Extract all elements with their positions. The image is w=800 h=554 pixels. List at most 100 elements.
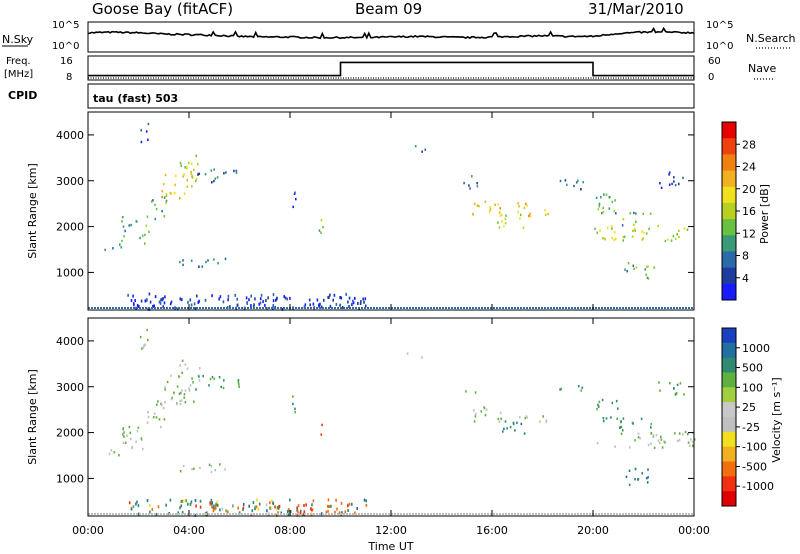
scatter-cell <box>292 402 294 406</box>
scatter-cell <box>169 191 171 195</box>
scatter-cell <box>112 247 114 250</box>
scatter-cell <box>299 511 302 515</box>
scatter-cell <box>204 298 207 302</box>
noise-sky-label: N.Sky <box>2 33 34 46</box>
colorbar-swatch <box>722 251 736 269</box>
scatter-cell <box>149 503 151 507</box>
scatter-cell <box>469 187 471 190</box>
scatter-cell <box>347 509 349 512</box>
scatter-cell <box>602 237 604 240</box>
scatter-cell <box>182 464 185 468</box>
scatter-cell <box>156 403 158 406</box>
scatter-cell <box>634 478 636 481</box>
nave-tick-top: 60 <box>708 56 721 67</box>
scatter-cell <box>196 177 198 181</box>
scatter-cell <box>210 498 213 502</box>
scatter-cell <box>653 266 656 269</box>
scatter-cell <box>523 206 526 210</box>
scatter-cell <box>198 299 200 303</box>
scatter-cell <box>484 413 487 417</box>
scatter-cell <box>664 239 667 243</box>
scatter-cell <box>232 504 234 508</box>
scatter-cell <box>153 304 155 308</box>
scatter-cell <box>269 501 271 505</box>
scatter-cell <box>122 427 125 430</box>
scatter-cell <box>596 442 599 445</box>
scatter-cell <box>333 293 336 297</box>
scatter-cell <box>605 193 608 196</box>
scatter-cell <box>679 382 682 385</box>
scatter-cell <box>647 277 650 280</box>
scatter-cell <box>348 296 351 300</box>
scatter-cell <box>604 238 606 241</box>
scatter-cell <box>620 432 623 435</box>
scatter-cell <box>465 390 467 393</box>
scatter-cell <box>145 224 148 227</box>
scatter-cell <box>296 513 299 517</box>
scatter-cell <box>645 477 648 480</box>
scatter-cell <box>199 499 202 503</box>
scatter-cell <box>339 296 341 299</box>
scatter-cell <box>526 204 528 207</box>
scatter-cell <box>323 298 325 302</box>
colorbar-tick-label: 100 <box>742 381 763 394</box>
scatter-cell <box>327 498 330 502</box>
scatter-cell <box>179 506 181 510</box>
scatter-cell <box>134 299 136 302</box>
scatter-cell <box>632 422 634 425</box>
scatter-cell <box>223 172 225 175</box>
scatter-cell <box>275 506 278 510</box>
scatter-cell <box>287 513 290 517</box>
scatter-cell <box>139 335 142 339</box>
scatter-cell <box>614 445 616 448</box>
scatter-cell <box>136 303 139 307</box>
scatter-cell <box>215 502 217 506</box>
scatter-cell <box>175 174 177 177</box>
scatter-cell <box>191 377 193 380</box>
scatter-cell <box>518 205 520 208</box>
scatter-cell <box>122 441 125 444</box>
scatter-cell <box>517 210 519 214</box>
scatter-cell <box>544 209 546 212</box>
scatter-cell <box>161 297 164 301</box>
scatter-cell <box>217 262 219 265</box>
scatter-cell <box>213 377 216 381</box>
scatter-cell <box>146 328 148 332</box>
scatter-cell <box>179 297 182 301</box>
scatter-cell <box>120 246 123 249</box>
scatter-cell <box>259 301 262 305</box>
scatter-cell <box>480 410 483 413</box>
scatter-cell <box>283 295 285 299</box>
scatter-cell <box>637 436 640 439</box>
scatter-cell <box>356 507 358 510</box>
scatter-cell <box>639 437 641 440</box>
scatter-cell <box>560 387 562 391</box>
scatter-cell <box>277 511 279 515</box>
scatter-cell <box>157 505 160 509</box>
scatter-cell <box>201 265 204 268</box>
scatter-cell <box>215 506 217 510</box>
scatter-cell <box>357 302 359 305</box>
scatter-cell <box>519 416 521 419</box>
scatter-cell <box>328 505 330 508</box>
scatter-cell <box>650 432 652 435</box>
scatter-cell <box>673 387 675 390</box>
scatter-cell <box>185 499 187 503</box>
colorbar-swatch <box>722 491 736 507</box>
scatter-cell <box>347 300 349 304</box>
scatter-cell <box>658 381 660 384</box>
scatter-cell <box>476 182 478 185</box>
velocity-y-ticks: 1000 2000 3000 4000 <box>56 335 694 485</box>
scatter-cell <box>177 307 179 311</box>
scatter-cell <box>632 229 634 233</box>
scatter-cell <box>211 294 213 298</box>
scatter-cell <box>497 417 499 421</box>
noise-right-tick-top: 10^5 <box>706 20 733 31</box>
y-tick-label: 1000 <box>56 472 84 485</box>
scatter-cell <box>163 215 166 218</box>
scatter-cell <box>647 468 649 471</box>
scatter-cell <box>147 415 150 418</box>
colorbar-swatch <box>722 342 736 359</box>
scatter-cell <box>188 389 191 392</box>
